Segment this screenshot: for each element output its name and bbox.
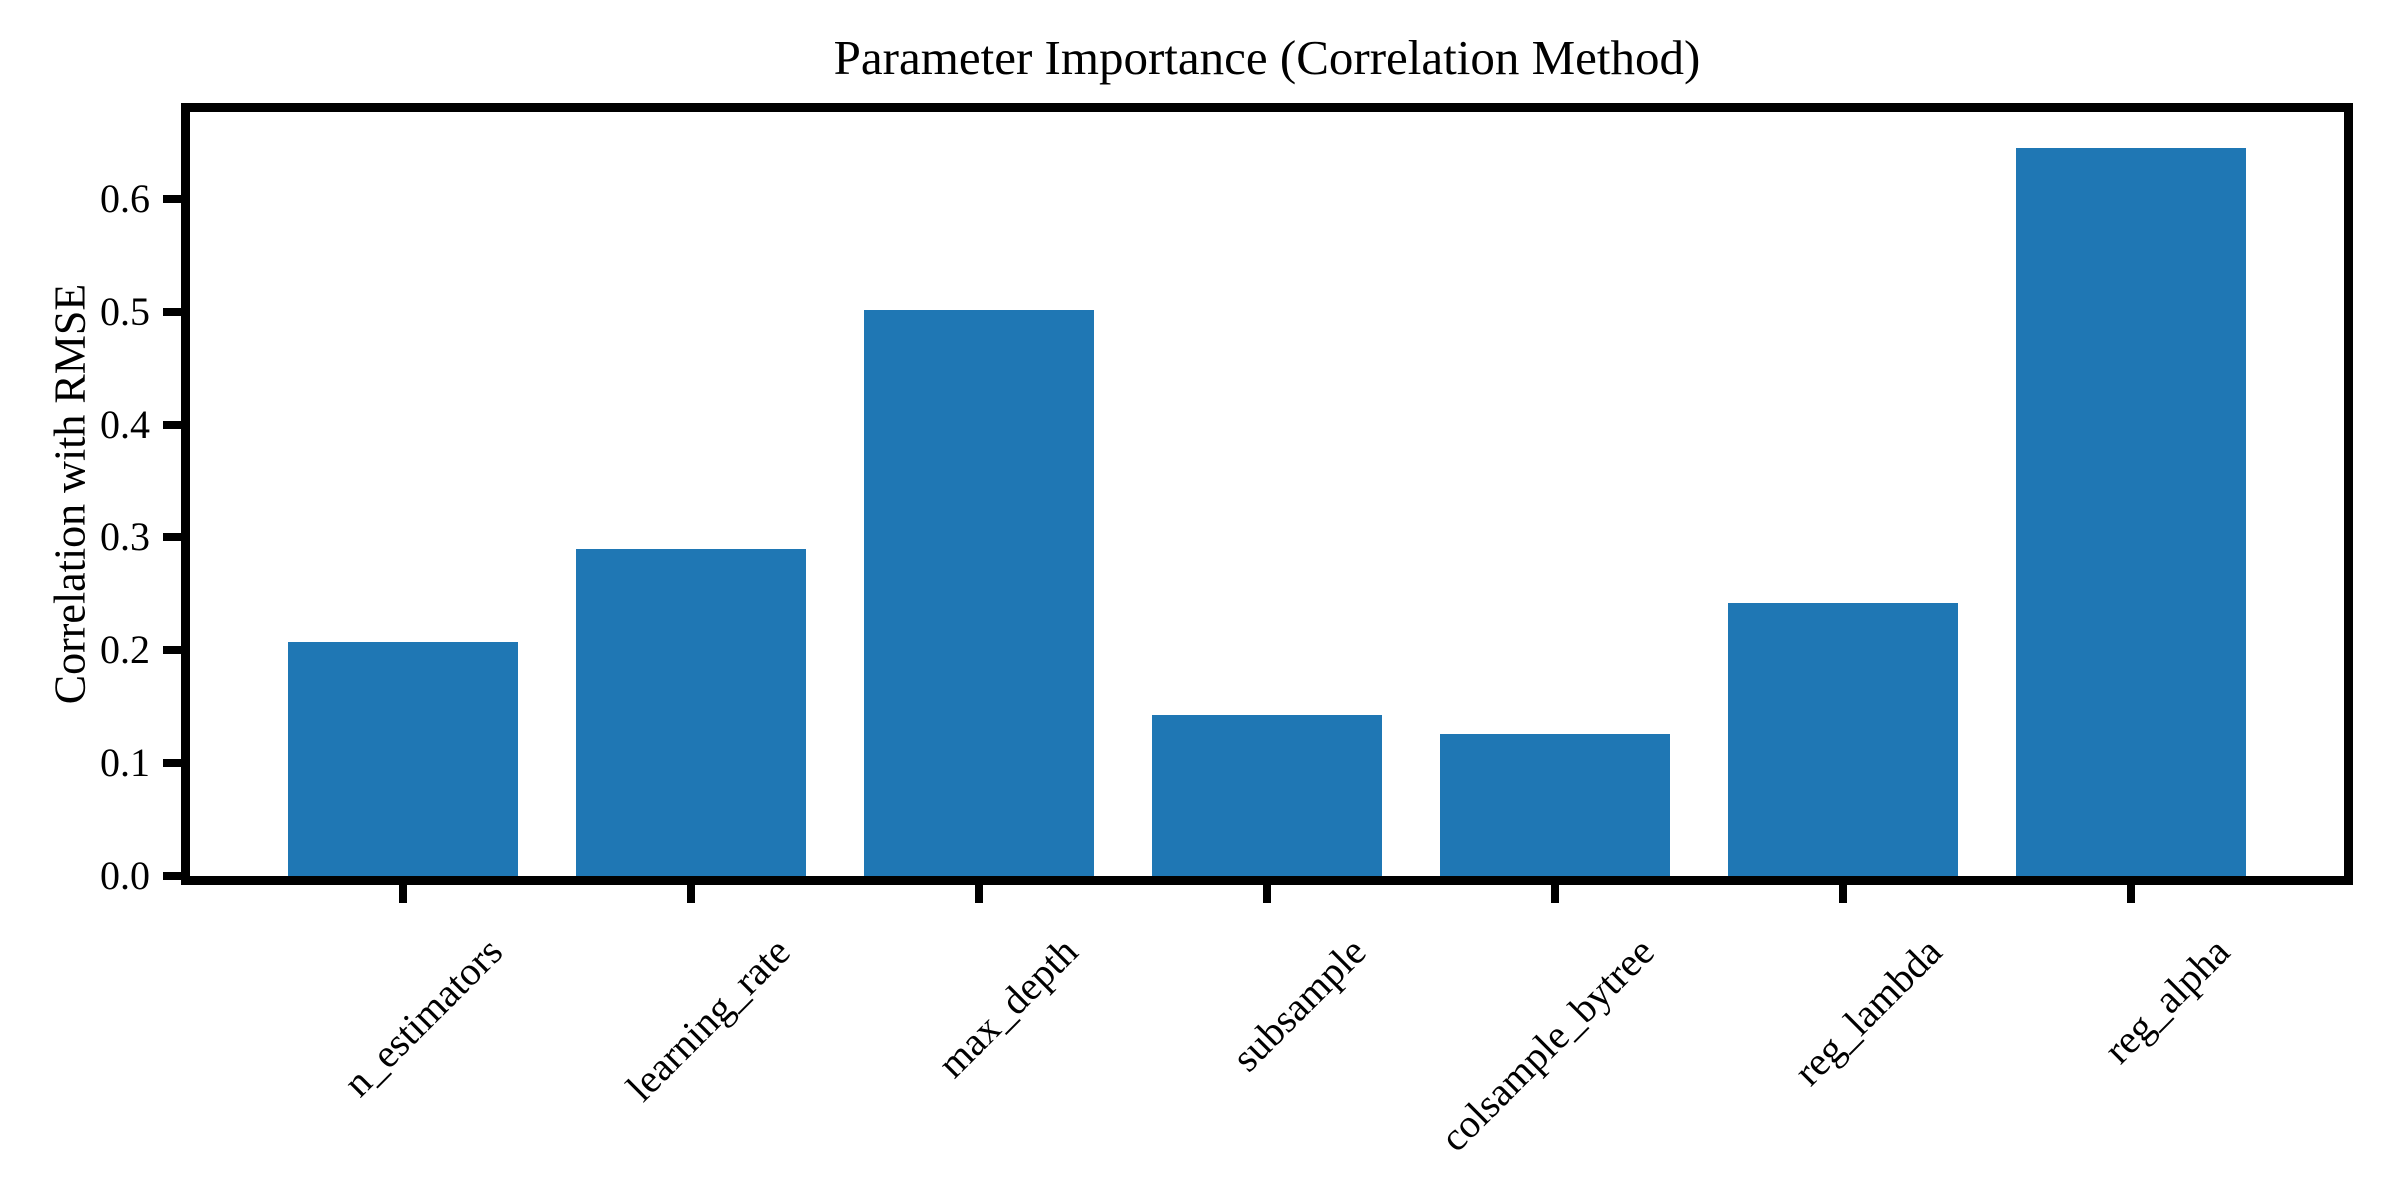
bar-subsample	[1151, 714, 1383, 876]
x-tick-reg_alpha	[2126, 885, 2135, 903]
y-tick-label-0.5: 0.5	[100, 288, 150, 334]
y-tick-0.0	[163, 872, 181, 880]
y-tick-0.6	[163, 194, 181, 203]
y-tick-0.2	[163, 646, 181, 655]
x-tick-label-learning_rate: learning_rate	[617, 928, 799, 1110]
x-tick-colsample_bytree	[1550, 885, 1559, 903]
x-tick-label-reg_alpha: reg_alpha	[2095, 928, 2239, 1073]
y-tick-label-0.6: 0.6	[100, 175, 150, 221]
y-tick-label-0.1: 0.1	[100, 740, 150, 786]
y-tick-label-0.4: 0.4	[100, 401, 150, 447]
x-tick-learning_rate	[687, 885, 696, 903]
bar-reg_alpha	[2015, 148, 2247, 876]
bar-colsample_bytree	[1439, 733, 1671, 876]
y-tick-label-0.2: 0.2	[100, 627, 150, 673]
bar-n_estimators	[287, 642, 519, 876]
x-tick-n_estimators	[399, 885, 408, 903]
bar-learning_rate	[575, 548, 807, 876]
y-tick-0.3	[163, 533, 181, 542]
x-tick-reg_lambda	[1838, 885, 1847, 903]
x-tick-label-n_estimators: n_estimators	[334, 928, 511, 1106]
chart-title: Parameter Importance (Correlation Method…	[833, 30, 1701, 85]
y-tick-label-0.0: 0.0	[100, 853, 150, 898]
plot-area: 0.0 0.1 0.2 0.3 0.4 0.5 0.6 n_estimators learni…	[100, 103, 2353, 1160]
y-tick-label-0.3: 0.3	[100, 514, 150, 560]
x-tick-label-max_depth: max_depth	[929, 928, 1087, 1087]
bar-reg_lambda	[1727, 602, 1959, 876]
bar-max_depth	[863, 309, 1095, 876]
x-tick-max_depth	[975, 885, 984, 903]
x-tick-subsample	[1263, 885, 1271, 903]
y-tick-0.1	[163, 759, 181, 768]
y-tick-0.4	[163, 420, 181, 429]
x-tick-label-subsample: subsample	[1223, 928, 1375, 1080]
x-tick-label-colsample_bytree: colsample_bytree	[1431, 928, 1663, 1161]
x-tick-label-reg_lambda: reg_lambda	[1785, 928, 1951, 1095]
y-tick-0.5	[163, 307, 181, 316]
